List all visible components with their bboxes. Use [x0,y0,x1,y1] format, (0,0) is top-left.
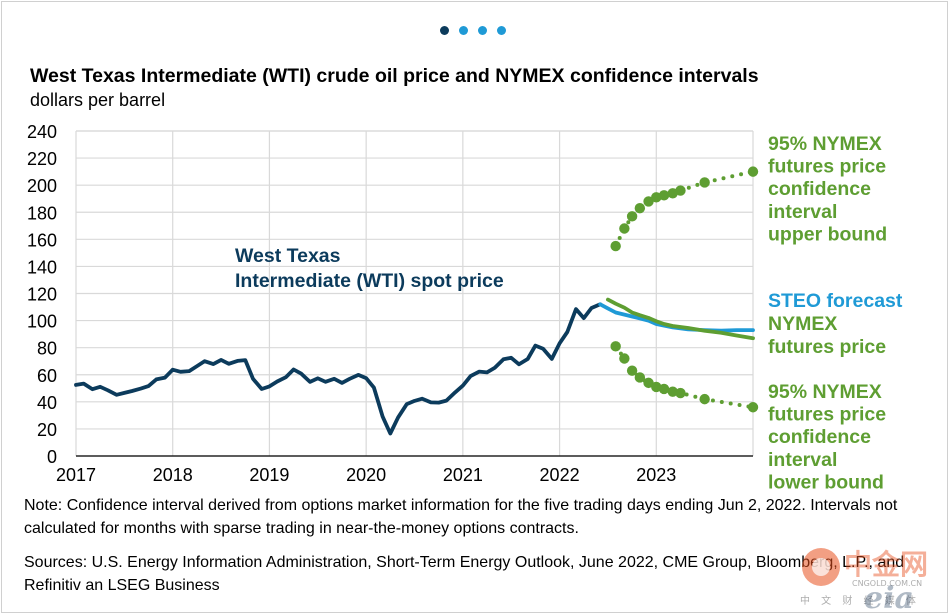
series-line-2 [606,297,755,341]
wti-label-line: Intermediate (WTI) spot price [235,270,504,292]
lower-bound-label-line: interval [768,449,837,471]
interval-point [619,353,630,364]
carousel-dot-1[interactable] [440,26,449,35]
x-tick-label: 2023 [636,465,676,485]
y-tick-label: 20 [37,420,57,440]
chart-sources: Sources: U.S. Energy Information Adminis… [24,554,905,594]
interval-point [658,190,670,201]
lower-bound-label-line: futures price [768,404,886,426]
x-tick-label: 2019 [249,465,289,485]
carousel-dot-4[interactable] [497,26,506,35]
series-lines [74,166,759,436]
interval-point [610,341,621,352]
watermark-eia-logo: eia [864,581,914,611]
y-tick-label: 200 [27,176,57,196]
interval-point [667,386,678,397]
y-tick-label: 0 [47,447,57,467]
y-tick-label: 240 [27,122,57,142]
interval-point [643,196,654,207]
series-line-0 [74,302,603,436]
lower-bound-label-line: confidence [768,426,871,448]
interval-point [626,365,638,376]
interval-point [634,372,646,383]
watermark-sun-core-icon [812,558,830,576]
upper-bound-label-line: confidence [768,178,871,200]
interval-point [699,177,710,188]
gridlines [75,130,754,457]
carousel-dot-3[interactable] [478,26,487,35]
steo-label: STEO forecast [768,290,903,312]
interval-point [626,211,638,222]
interval-point [610,240,621,252]
watermark-brand: 中金网 [844,548,928,581]
y-tick-label: 120 [27,285,57,305]
upper-bound-label-line: 95% NYMEX [768,133,882,155]
y-tick-label: 220 [27,149,57,169]
interval-point [675,185,686,196]
upper-bound-label-line: interval [768,201,837,223]
watermark-url: CNGOLD.COM.CN [852,579,922,588]
y-tick-label: 40 [37,393,57,413]
chart-title: West Texas Intermediate (WTI) crude oil … [30,65,759,87]
x-tick-label: 2022 [540,465,580,485]
x-tick-label: 2020 [346,465,386,485]
x-tick-label: 2018 [153,465,193,485]
chart-subtitle: dollars per barrel [30,90,166,110]
interval-point [747,402,759,413]
interval-dotted-line [613,169,755,249]
y-tick-label: 100 [27,312,57,332]
watermark-logo: 中金网 CNGOLD.COM.CN 中 文 财 经 媒 体 eia [800,548,928,611]
y-tick-label: 140 [27,257,57,277]
axes: 0 20 40 60 80 100 120 140 160 180 200 220 240 2017 201… [27,122,753,485]
interval-point [747,166,759,177]
interval-dotted-line [613,344,755,410]
upper-bound-label-line: futures price [768,156,886,178]
nymex-label-line: futures price [768,336,886,358]
annotations: West Texas Intermediate (WTI) spot price 9… [235,133,903,493]
carousel-dot-2[interactable] [459,26,468,35]
lower-bound-label-line: lower bound [768,471,884,493]
upper-bound-label-line: upper bound [768,223,887,245]
y-tick-label: 180 [27,203,57,223]
x-tick-label: 2017 [56,465,96,485]
interval-point [619,223,630,234]
interval-point [658,383,670,395]
x-tick-label: 2021 [443,465,483,485]
interval-point [634,202,646,214]
lower-bound-label-line: 95% NYMEX [768,381,882,403]
y-tick-label: 80 [37,339,57,359]
wti-label-line: West Texas [235,245,341,267]
y-tick-label: 160 [27,230,57,250]
chart-note: Note: Confidence interval derived from o… [24,497,898,537]
interval-point [643,377,654,389]
interval-point [675,387,686,399]
nymex-label-line: NYMEX [768,313,837,335]
y-tick-label: 60 [37,366,57,386]
carousel-dots[interactable] [440,26,506,35]
watermark-tagline: 中 文 财 经 媒 体 [800,594,920,607]
interval-point [699,393,710,405]
